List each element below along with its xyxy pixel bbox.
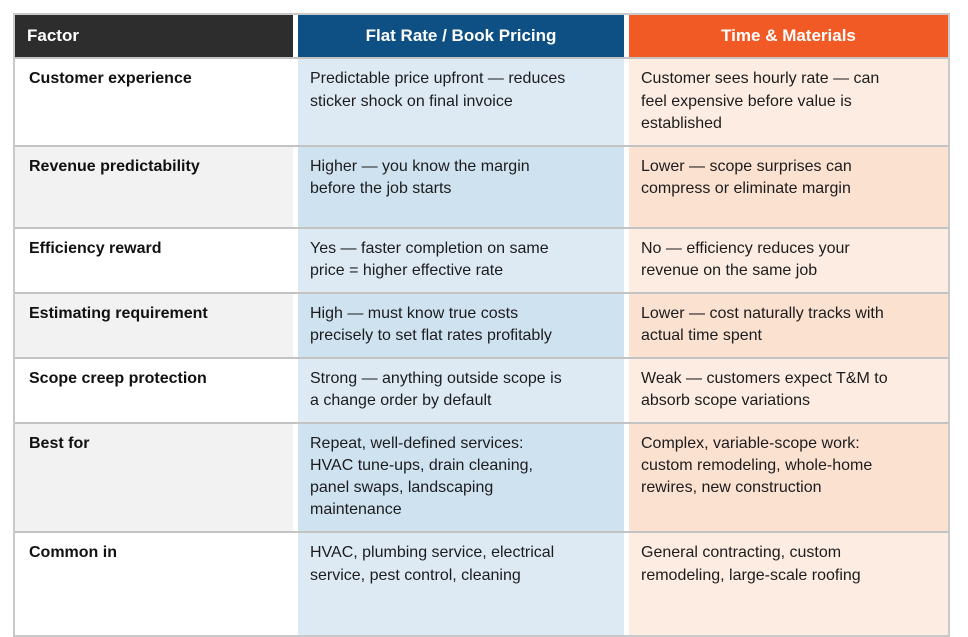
factor-cell: Estimating requirement: [15, 293, 293, 357]
flat-rate-cell: Yes — faster completion on same price = …: [298, 228, 624, 292]
factor-cell: Revenue predictability: [15, 146, 293, 227]
table-row: Common in HVAC, plumbing service, electr…: [15, 531, 948, 636]
factor-cell: Customer experience: [15, 59, 293, 145]
factor-cell: Efficiency reward: [15, 228, 293, 292]
table-row: Estimating requirement High — must know …: [15, 291, 948, 357]
time-materials-cell: No — efficiency reduces your revenue on …: [629, 228, 948, 292]
flat-rate-cell: HVAC, plumbing service, electrical servi…: [298, 533, 624, 636]
flat-rate-cell: Predictable price upfront — reduces stic…: [298, 59, 624, 145]
time-materials-cell: Lower — scope surprises can compress or …: [629, 146, 948, 227]
flat-rate-cell: High — must know true costs precisely to…: [298, 293, 624, 357]
table-row: Best for Repeat, well-defined services: …: [15, 422, 948, 532]
table-row: Revenue predictability Higher — you know…: [15, 144, 948, 227]
time-materials-cell: Customer sees hourly rate — can feel exp…: [629, 59, 948, 145]
table-row: Customer experience Predictable price up…: [15, 57, 948, 145]
flat-rate-cell: Strong — anything outside scope is a cha…: [298, 359, 624, 423]
factor-cell: Common in: [15, 533, 293, 636]
flat-rate-cell: Repeat, well-defined services: HVAC tune…: [298, 424, 624, 532]
time-materials-cell: Lower — cost naturally tracks with actua…: [629, 293, 948, 357]
header-flat-rate: Flat Rate / Book Pricing: [298, 15, 624, 58]
flat-rate-cell: Higher — you know the margin before the …: [298, 146, 624, 227]
factor-cell: Best for: [15, 424, 293, 532]
table-row: Efficiency reward Yes — faster completio…: [15, 226, 948, 292]
time-materials-cell: Complex, variable-scope work: custom rem…: [629, 424, 948, 532]
table-header-row: Factor Flat Rate / Book Pricing Time & M…: [15, 15, 948, 58]
time-materials-cell: Weak — customers expect T&M to absorb sc…: [629, 359, 948, 423]
header-time-materials: Time & Materials: [629, 15, 948, 58]
comparison-table: Factor Flat Rate / Book Pricing Time & M…: [13, 13, 950, 637]
header-factor: Factor: [15, 15, 293, 58]
time-materials-cell: General contracting, custom remodeling, …: [629, 533, 948, 636]
factor-cell: Scope creep protection: [15, 359, 293, 423]
table-body: Customer experience Predictable price up…: [15, 57, 948, 636]
table-row: Scope creep protection Strong — anything…: [15, 357, 948, 423]
